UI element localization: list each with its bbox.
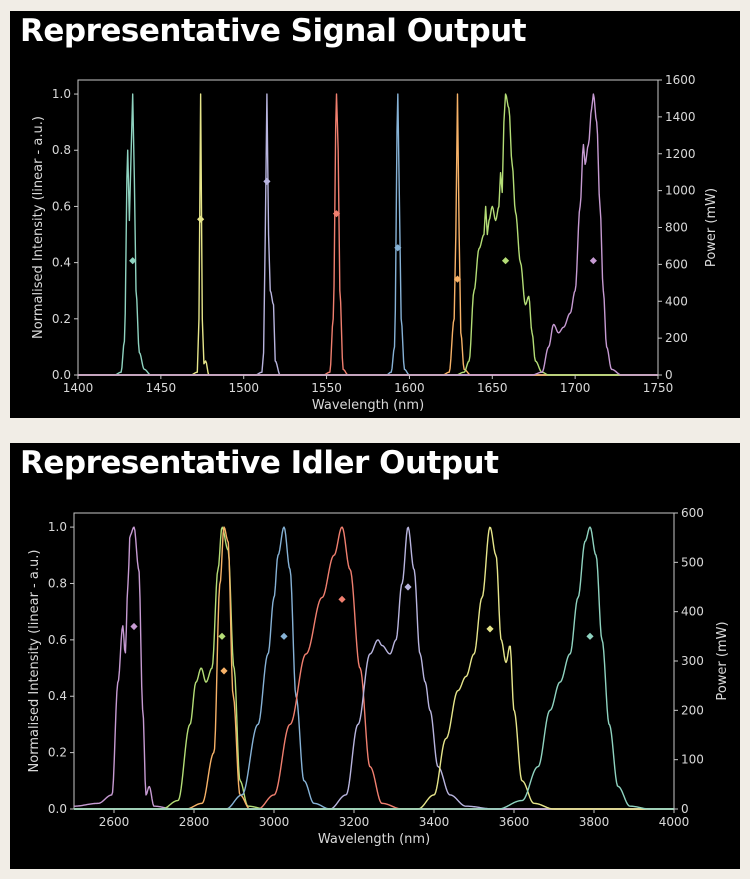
power-marker-2 [220,667,228,675]
y-axis-label: Normalised Intensity (linear - a.u.) [31,116,46,339]
y2-tick-label: 400 [681,605,704,619]
y-tick-label: 0.8 [48,576,67,590]
y2-axis-label: Power (mW) [704,188,719,267]
y2-axis-label: Power (mW) [715,621,730,700]
y-tick-label: 0.0 [48,802,67,816]
x-tick-label: 3800 [579,815,610,829]
x-tick-label: 1750 [643,381,674,395]
y-tick-label: 0.2 [52,312,71,326]
plot-frame [73,512,675,810]
y2-tick-label: 500 [681,555,704,569]
idler-chart-title: Representative Idler Output [20,445,499,481]
x-tick-label: 1650 [477,381,508,395]
power-marker-1 [197,215,205,223]
series-line-4 [78,93,658,376]
series-line-2 [74,526,674,810]
series-line-7 [78,93,658,376]
power-marker-3 [280,632,288,640]
x-axis-label: Wavelength (nm) [312,398,424,413]
power-marker-6 [501,257,510,265]
x-tick-label: 3000 [259,815,290,829]
power-marker-4 [394,244,402,252]
series-line-4 [74,526,674,810]
x-tick-label: 1400 [63,381,94,395]
x-tick-label: 3400 [419,815,450,829]
idler-panel: Representative Idler Output 2600 2800 3000… [10,443,740,869]
power-marker-5 [404,583,412,591]
power-marker-0 [129,257,137,265]
series-line-0 [78,93,658,376]
x-tick-label: 1450 [146,381,177,395]
power-marker-7 [589,257,597,265]
y2-tick-label: 600 [665,257,688,271]
signal-panel: Representative Signal Output 1400 1450 150… [10,11,740,418]
series-line-6 [78,93,658,376]
series-line-6 [74,526,674,810]
x-tick-label: 2800 [179,815,210,829]
power-marker-2 [263,177,271,186]
x-tick-label: 1600 [394,381,425,395]
y-tick-label: 0.6 [48,633,67,647]
y2-tick-label: 400 [665,294,688,308]
y-tick-label: 1.0 [48,520,67,534]
y-tick-label: 0.2 [48,746,67,760]
power-marker-5 [453,275,462,283]
y2-tick-label: 100 [681,753,704,767]
y2-tick-label: 1400 [665,110,696,124]
y2-tick-label: 0 [665,368,673,382]
x-tick-label: 3600 [499,815,530,829]
signal-chart-title: Representative Signal Output [20,13,527,49]
x-tick-label: 2600 [99,815,130,829]
x-tick-label: 4000 [659,815,690,829]
y2-tick-label: 200 [681,703,704,717]
y-tick-label: 0.8 [52,143,71,157]
signal-chart: 1400 1450 1500 1550 1600 1650 1700 1750 0.0 0.2 0.… [31,73,719,413]
y-tick-label: 0.6 [52,199,71,213]
y2-tick-label: 800 [665,221,688,235]
y-tick-label: 0.4 [52,256,71,270]
x-tick-label: 1500 [228,381,259,395]
y2-tick-label: 1600 [665,73,696,87]
x-tick-label: 1550 [311,381,342,395]
y-tick-label: 1.0 [52,87,71,101]
y-axis-label: Normalised Intensity (linear - a.u.) [27,550,42,773]
series-line-2 [78,93,658,376]
power-marker-1 [218,632,226,640]
series-line-7 [74,526,674,810]
series-line-0 [73,526,674,810]
series-line-5 [74,526,674,810]
y2-tick-label: 300 [681,654,704,668]
series-line-1 [78,93,658,376]
x-tick-label: 1700 [560,381,591,395]
plot-frame [77,79,659,376]
series-line-1 [74,526,674,810]
y2-tick-label: 1200 [665,147,696,161]
power-marker-0 [130,622,138,631]
y2-tick-label: 600 [681,506,704,520]
y2-tick-label: 1000 [665,184,696,198]
y-tick-label: 0.4 [48,689,67,703]
series-line-5 [78,93,658,376]
series-line-3 [74,526,674,810]
x-tick-label: 3200 [339,815,370,829]
y-tick-label: 0.0 [52,368,71,382]
series-line-3 [78,93,658,376]
power-marker-4 [338,595,346,603]
power-marker-6 [486,625,494,633]
power-marker-3 [332,210,341,218]
power-marker-7 [586,632,594,640]
idler-chart: 2600 2800 3000 3200 3400 3600 3800 40000.00.20.… [27,506,730,847]
x-axis-label: Wavelength (nm) [318,832,430,847]
y2-tick-label: 0 [681,802,689,816]
y2-tick-label: 200 [665,331,688,345]
